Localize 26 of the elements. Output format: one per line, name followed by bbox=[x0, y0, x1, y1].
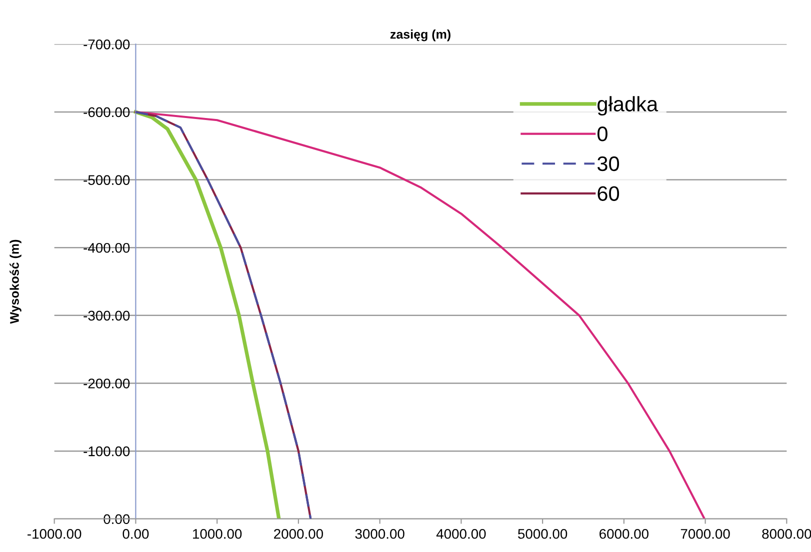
y-axis-title: Wysokość (m) bbox=[10, 240, 22, 324]
y-tick-label: -500.00 bbox=[84, 175, 130, 185]
y-tick-label: -200.00 bbox=[84, 378, 130, 388]
x-tick-label: 2000.00 bbox=[274, 528, 324, 539]
line-series bbox=[134, 110, 281, 519]
legend-label: 60 bbox=[598, 186, 620, 201]
x-tick-label: 7000.00 bbox=[680, 528, 730, 539]
y-tick-label: -300.00 bbox=[84, 310, 130, 321]
legend-label: gładka bbox=[598, 96, 658, 116]
x-tick-label: 1000.00 bbox=[193, 528, 242, 539]
y-tick-label: -400.00 bbox=[84, 242, 130, 253]
y-tick-label: -700.00 bbox=[84, 39, 130, 50]
x-tick-label: 6000.00 bbox=[600, 528, 648, 539]
line-series bbox=[134, 110, 312, 519]
x-tick-label: 8000.00 bbox=[762, 528, 811, 539]
legend-label: 0 bbox=[597, 126, 608, 142]
x-tick-label: 0.00 bbox=[122, 528, 149, 539]
y-tick-label: -600.00 bbox=[84, 107, 130, 118]
x-tick-label: -1000.00 bbox=[28, 528, 82, 539]
y-tick-label: 0.00 bbox=[104, 514, 130, 524]
legend-label: 30 bbox=[597, 156, 620, 172]
y-tick-label: -100.00 bbox=[84, 446, 130, 456]
x-tick-label: 3000.00 bbox=[355, 528, 404, 539]
x-tick-label: 4000.00 bbox=[436, 528, 486, 539]
x-tick-label: 5000.00 bbox=[518, 528, 568, 539]
x-axis-title: zasięg (m) bbox=[390, 30, 450, 42]
